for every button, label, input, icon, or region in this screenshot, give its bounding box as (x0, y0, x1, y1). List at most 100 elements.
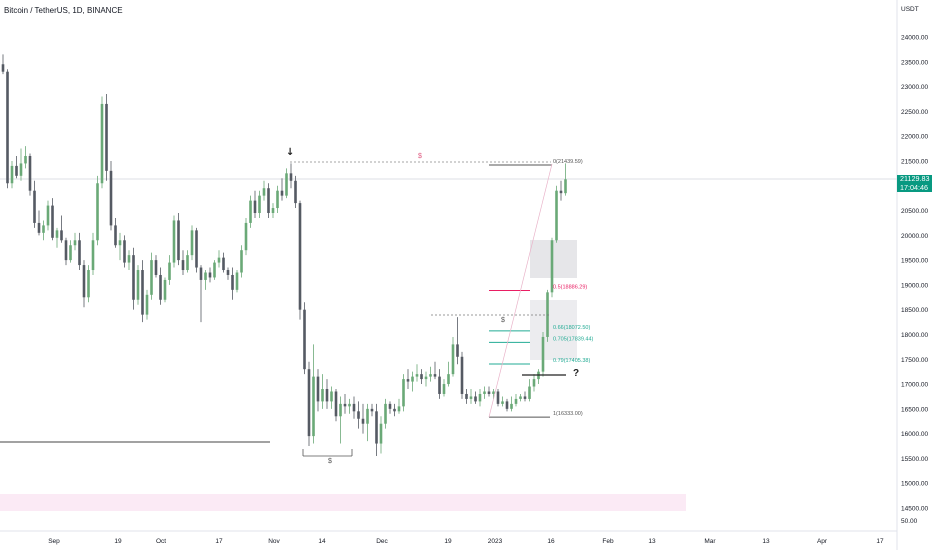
candle-body (370, 408, 374, 412)
candle-body (379, 423, 383, 444)
candle-body (532, 379, 536, 387)
candle-body (145, 294, 149, 315)
candle-body (141, 270, 144, 315)
y-tick-label: 19500.00 (901, 258, 928, 265)
candle-body (60, 230, 63, 241)
currency-label: USDT (901, 6, 919, 13)
candle-body (433, 374, 437, 377)
candle-body (474, 396, 477, 402)
candle-body (492, 391, 495, 394)
candle-body (330, 391, 333, 402)
candle-body (109, 170, 113, 226)
candle-body (393, 408, 396, 412)
y-tick-label: 21500.00 (901, 158, 928, 165)
y-tick-label: 20500.00 (901, 208, 928, 215)
candle-body (82, 265, 86, 298)
fib-level-label: 0.705(17839.44) (553, 336, 594, 342)
x-tick-label: Mar (704, 538, 716, 545)
candle-body (6, 71, 9, 184)
candle-body (150, 260, 153, 295)
candle-body (15, 165, 18, 176)
candle-body (105, 103, 108, 171)
candle-body (28, 155, 32, 191)
candle-body (298, 203, 302, 310)
x-tick-label: 13 (762, 538, 770, 545)
candle-body (501, 401, 504, 404)
candle-body (249, 200, 252, 223)
candle-body (343, 403, 347, 407)
candle-body (280, 190, 284, 196)
current-price-label: 21129.83 (900, 174, 930, 183)
y-tick-label: 15000.00 (901, 481, 928, 488)
candle-body (559, 190, 563, 194)
axes-layer: USDT 24000.00 23500.00 23000.00 22500.00 2200… (48, 6, 928, 545)
candle-body (177, 220, 180, 261)
candle-body (69, 245, 72, 261)
y-tick-label: 16500.00 (901, 406, 928, 413)
candle-body (447, 374, 450, 385)
candle-body (366, 408, 369, 424)
x-tick-label: 19 (444, 538, 452, 545)
down-arrow-icon: ↓ (286, 147, 294, 158)
x-tick-label: Dec (376, 538, 388, 545)
candle-body (78, 240, 81, 266)
candle-body (451, 344, 455, 375)
candle-body (42, 225, 45, 233)
candle-body (217, 257, 221, 263)
candle-body (222, 257, 225, 271)
x-tick-label: Feb (602, 538, 614, 545)
x-tick-label: 14 (318, 538, 326, 545)
candle-body (321, 389, 324, 402)
candle-body (136, 270, 140, 300)
chart-background-layer (0, 0, 898, 550)
candle-body (226, 270, 230, 275)
candle-body (1, 64, 5, 72)
y-tick-label: 18500.00 (901, 307, 928, 314)
dollar-annotation: $ (418, 153, 422, 160)
question-annotation: ? (573, 368, 579, 379)
candle-body (100, 103, 104, 184)
candle-body (402, 379, 405, 407)
y-tick-label: 16000.00 (901, 431, 928, 438)
candle-body (172, 220, 176, 263)
candle-body (438, 376, 441, 394)
x-tick-label: 16 (547, 538, 555, 545)
candle-body (51, 205, 54, 238)
candle-body (397, 406, 401, 412)
candle-body (555, 190, 558, 241)
symbol-title: Bitcoin / TetherUS, 1D, BINANCE (4, 6, 123, 15)
candle-body (154, 260, 158, 275)
candle-body (519, 396, 522, 399)
x-tick-label: 19 (114, 538, 122, 545)
candle-body (195, 230, 198, 268)
y-tick-label: 22000.00 (901, 134, 928, 141)
y-tick-label: 17000.00 (901, 382, 928, 389)
candle-body (564, 179, 567, 194)
candle-body (523, 396, 527, 399)
y-tick-label: 17500.00 (901, 357, 928, 364)
fib-level-label: 0.5(18886.29) (553, 285, 587, 291)
y-tick-label: 15500.00 (901, 456, 928, 463)
y-tick-label: 23500.00 (901, 59, 928, 66)
volume-scale-label: 50.00 (901, 518, 918, 525)
candle-body (361, 418, 365, 424)
countdown-label: 17:04:46 (900, 182, 928, 192)
candle-body (213, 262, 216, 278)
candle-body (384, 403, 387, 424)
candle-body (253, 200, 257, 214)
candle-body (460, 356, 464, 394)
x-tick-label: 13 (648, 538, 656, 545)
candle-body (429, 374, 432, 377)
candle-body (231, 274, 234, 290)
candle-body (114, 225, 117, 246)
candle-body (271, 208, 275, 214)
candles-layer (1, 54, 567, 456)
candle-body (91, 240, 95, 271)
candle-body (514, 398, 518, 404)
candle-body (348, 403, 351, 407)
candle-body (289, 173, 293, 181)
y-tick-label: 20000.00 (901, 233, 928, 240)
candle-body (123, 240, 126, 263)
candle-body (262, 188, 266, 196)
